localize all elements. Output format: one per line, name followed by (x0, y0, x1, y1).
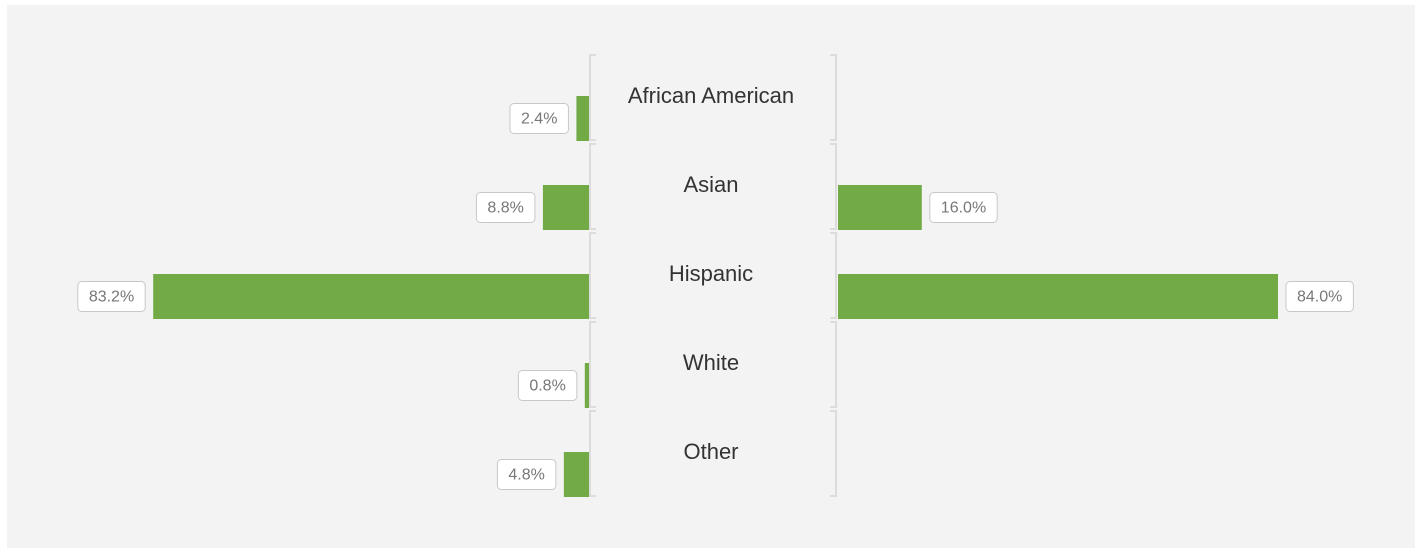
category-label: Asian (683, 172, 738, 197)
bracket (589, 321, 596, 408)
bar (838, 185, 922, 230)
value-label: 4.8% (508, 467, 544, 484)
bracket (589, 54, 596, 141)
bar (576, 96, 589, 141)
bar (838, 274, 1278, 319)
bracket (589, 410, 596, 497)
bar (563, 452, 589, 497)
value-label-box (1285, 281, 1354, 312)
value-label: 8.8% (487, 200, 523, 217)
value-label: 83.2% (89, 289, 134, 306)
value-label-box (929, 192, 998, 223)
bracket (830, 143, 837, 230)
value-label: 0.8% (529, 378, 565, 395)
value-label-box (517, 370, 578, 401)
bracket (589, 232, 596, 319)
bar (153, 274, 589, 319)
value-label: 16.0% (941, 200, 986, 217)
value-label-box (496, 459, 557, 490)
category-label: Other (683, 439, 738, 464)
value-label: 84.0% (1297, 289, 1342, 306)
bracket (589, 143, 596, 230)
bracket (830, 54, 837, 141)
bracket (830, 321, 837, 408)
bracket (830, 232, 837, 319)
bar (584, 363, 589, 408)
bracket (830, 410, 837, 497)
category-label: African American (628, 83, 794, 108)
value-label-box (475, 192, 536, 223)
category-label: White (683, 350, 739, 375)
category-label: Hispanic (669, 261, 753, 286)
value-label-box (509, 103, 569, 134)
bar (542, 185, 589, 230)
value-label: 2.4% (521, 111, 557, 128)
value-label-box (77, 281, 146, 312)
